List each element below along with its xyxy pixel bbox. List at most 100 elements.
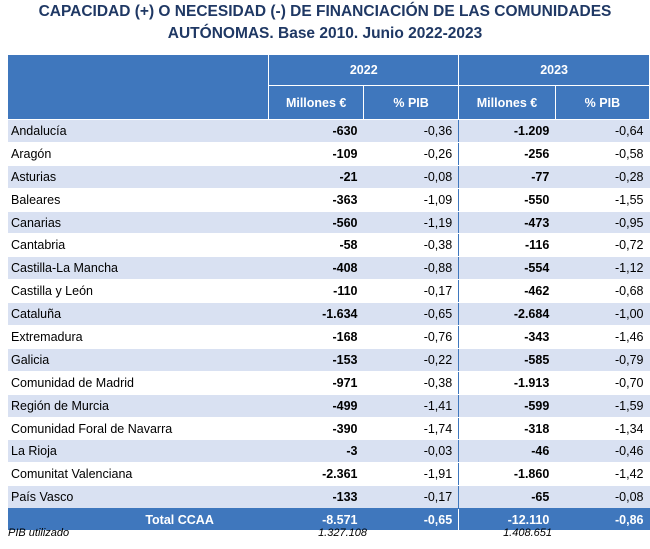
table-row: País Vasco -133 -0,17 -65 -0,08 xyxy=(8,485,650,510)
millones-2022: -109 xyxy=(268,142,364,166)
millones-2023: -2.684 xyxy=(458,302,556,327)
region-name: Comunidad Foral de Navarra xyxy=(8,417,269,441)
millones-2023: -473 xyxy=(458,211,556,235)
pib-2023: -0,79 xyxy=(555,348,650,372)
table-row: Asturias -21 -0,08 -77 -0,28 xyxy=(8,165,650,189)
region-name: Canarias xyxy=(8,211,269,235)
title-line-1: CAPACIDAD (+) O NECESIDAD (-) DE FINANCI… xyxy=(38,3,612,20)
region-name: Comunitat Valenciana xyxy=(8,462,269,487)
pib-2023: -0,70 xyxy=(555,371,650,395)
table-body: Andalucía -630 -0,36 -1.209 -0,64 Aragón -109-… xyxy=(8,119,650,510)
total-pib-2022: -0,65 xyxy=(363,508,460,531)
millones-2023: -343 xyxy=(458,325,556,349)
pib-2022: -0,08 xyxy=(363,165,460,189)
pib-2023: -1,42 xyxy=(555,462,650,487)
millones-2023: -1.860 xyxy=(458,462,556,487)
pib-2023: -0,28 xyxy=(555,165,650,189)
millones-2022: -3 xyxy=(268,439,364,464)
region-name: Comunidad de Madrid xyxy=(8,371,269,395)
region-name: Región de Murcia xyxy=(8,394,269,418)
pib-2023: -0,64 xyxy=(555,119,650,143)
total-label: Total CCAA xyxy=(8,508,269,531)
millones-2023: -77 xyxy=(458,165,556,189)
table-row: Cataluña -1.634 -0,65 -2.684 -1,00 xyxy=(8,302,650,327)
year-header-2023: 2023 xyxy=(458,54,650,86)
year-header-2022: 2022 xyxy=(268,54,460,86)
pib-2022: -0,76 xyxy=(363,325,460,349)
total-millones-2022: -8.571 xyxy=(268,508,364,531)
table-row: Comunitat Valenciana -2.361 -1,91 -1.860 -1,… xyxy=(8,462,650,487)
pib-2023: -0,72 xyxy=(555,233,650,258)
pib-2022: -0,38 xyxy=(363,233,460,258)
table-row: Galicia -153 -0,22 -585 -0,79 xyxy=(8,348,650,372)
millones-2023: -1.209 xyxy=(458,119,556,143)
col-header-millones-2022: Millones € xyxy=(268,85,365,120)
region-name: Galicia xyxy=(8,348,269,372)
pib-2022: -0,38 xyxy=(363,371,460,395)
table-row: Castilla-La Mancha -408 -0,88 -554 -1,12 xyxy=(8,256,650,281)
total-pib-2023: -0,86 xyxy=(555,508,650,531)
pib-2023: -0,95 xyxy=(555,211,650,235)
millones-2022: -408 xyxy=(268,256,364,281)
millones-2023: -550 xyxy=(458,188,556,212)
millones-2023: -554 xyxy=(458,256,556,281)
millones-2022: -133 xyxy=(268,485,364,510)
table-row: Canarias -560 -1,19 -473 -0,95 xyxy=(8,211,650,235)
pib-2023: -1,55 xyxy=(555,188,650,212)
millones-2022: -153 xyxy=(268,348,364,372)
pib-label: PIB utilizado xyxy=(8,527,70,539)
millones-2022: -2.361 xyxy=(268,462,364,487)
millones-2022: -630 xyxy=(268,119,364,143)
table-row: Comunidad Foral de Navarra -390 -1,74 -318-… xyxy=(8,417,650,441)
table-row: Extremadura -168 -0,76 -343 -1,46 xyxy=(8,325,650,349)
table-row: Cantabria -58 -0,38 -116 -0,72 xyxy=(8,233,650,258)
total-row: Total CCAA -8.571 -0,65 -12.110 -0,86 xyxy=(8,508,650,531)
region-name: Asturias xyxy=(8,165,269,189)
pib-2023: -1,00 xyxy=(555,302,650,327)
table-row: La Rioja -3 -0,03 -46 -0,46 xyxy=(8,439,650,464)
millones-2023: -46 xyxy=(458,439,556,464)
table-title: CAPACIDAD (+) O NECESIDAD (-) DE FINANCI… xyxy=(0,0,650,47)
col-header-pib-2022: % PIB xyxy=(363,85,460,120)
region-name: Castilla y León xyxy=(8,279,269,304)
table-row: Comunidad de Madrid -971 -0,38 -1.913 -0,70 xyxy=(8,371,650,395)
pib-2023: -0,58 xyxy=(555,142,650,166)
millones-2022: -168 xyxy=(268,325,364,349)
pib-2022: -1,74 xyxy=(363,417,460,441)
region-name: Cataluña xyxy=(8,302,269,327)
millones-2023: -116 xyxy=(458,233,556,258)
region-name: Andalucía xyxy=(8,119,269,143)
financing-table: 2022 2023 Millones € % PIB Millones € % … xyxy=(8,54,650,531)
region-name: La Rioja xyxy=(8,439,269,464)
millones-2023: -462 xyxy=(458,279,556,304)
millones-2023: -599 xyxy=(458,394,556,418)
region-name: Extremadura xyxy=(8,325,269,349)
millones-2023: -585 xyxy=(458,348,556,372)
pib-2022: -0,36 xyxy=(363,119,460,143)
pib-2022: -1,91 xyxy=(363,462,460,487)
pib-2022: -1,41 xyxy=(363,394,460,418)
pib-2022: -0,65 xyxy=(363,302,460,327)
millones-2022: -499 xyxy=(268,394,364,418)
millones-2022: -363 xyxy=(268,188,364,212)
millones-2022: -110 xyxy=(268,279,364,304)
pib-2023: -0,68 xyxy=(555,279,650,304)
millones-2022: -390 xyxy=(268,417,364,441)
pib-2022: -0,26 xyxy=(363,142,460,166)
title-line-2: AUTÓNOMAS. Base 2010. Junio 2022-2023 xyxy=(167,25,483,42)
millones-2022: -21 xyxy=(268,165,364,189)
total-millones-2023: -12.110 xyxy=(458,508,556,531)
pib-2022: -0,22 xyxy=(363,348,460,372)
millones-2022: -1.634 xyxy=(268,302,364,327)
region-name: País Vasco xyxy=(8,485,269,510)
region-name: Baleares xyxy=(8,188,269,212)
pib-2022: -0,17 xyxy=(363,279,460,304)
pib-2023: -0,46 xyxy=(555,439,650,464)
region-name: Aragón xyxy=(8,142,269,166)
col-header-pib-2023: % PIB xyxy=(554,85,650,120)
pib-2022: -0,03 xyxy=(363,439,460,464)
pib-2023: -1,59 xyxy=(555,394,650,418)
pib-2023: -0,08 xyxy=(555,485,650,510)
table-row: Región de Murcia -499 -1,41 -599 -1,59 xyxy=(8,394,650,418)
table-row: Andalucía -630 -0,36 -1.209 -0,64 xyxy=(8,119,650,143)
